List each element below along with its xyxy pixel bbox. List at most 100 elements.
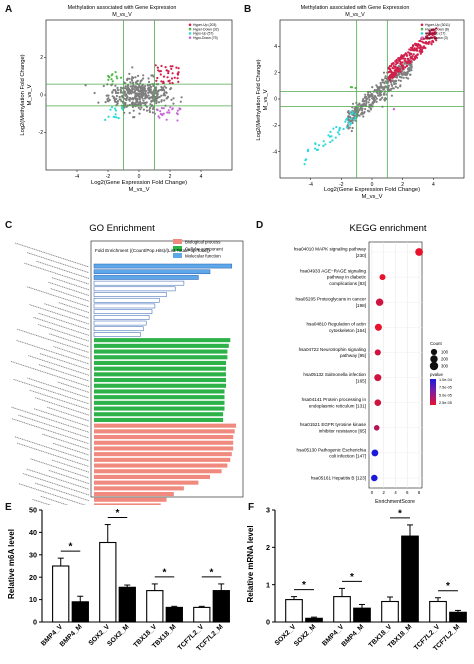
- kegg-pathway-label: endoplasmic reticulum [131]: [309, 404, 366, 409]
- scatter-point: [361, 109, 364, 112]
- scatter-point: [368, 103, 371, 106]
- go-bar: [94, 435, 234, 440]
- scatter-point: [396, 62, 399, 65]
- chart-b-points: [303, 27, 438, 166]
- scatter-point: [342, 127, 345, 131]
- scatter-point: [379, 92, 382, 95]
- chart-e-ylabel: Relative m6A level: [7, 529, 16, 599]
- go-bar: [94, 355, 228, 360]
- scatter-point: [418, 50, 421, 53]
- significance-star: *: [302, 580, 306, 591]
- kegg-pathway-label: cytoskeleton [164]: [329, 328, 366, 333]
- scatter-point: [146, 84, 149, 87]
- scatter-point: [148, 96, 151, 100]
- scatter-point: [419, 52, 422, 55]
- scatter-point: [422, 45, 426, 48]
- scatter-point: [172, 97, 175, 100]
- go-term-label: [51, 277, 90, 291]
- panel-label-c: C: [5, 220, 13, 231]
- scatter-point: [129, 81, 132, 84]
- scatter-point: [127, 98, 131, 101]
- y-tick-label: 0: [266, 618, 270, 627]
- go-term-label: [27, 377, 90, 399]
- scatter-point: [432, 31, 435, 34]
- legend-marker: [188, 32, 192, 35]
- scatter-point: [394, 65, 397, 68]
- scatter-point: [107, 78, 110, 81]
- scatter-point: [366, 109, 369, 112]
- scatter-point: [171, 72, 174, 75]
- scatter-point: [149, 85, 153, 89]
- scatter-point: [392, 72, 396, 75]
- count-legend-marker: [430, 355, 438, 363]
- scatter-point: [141, 97, 144, 100]
- chart-a-ticks: -4 -2 0 2 4 -2 0 2: [39, 55, 203, 180]
- scatter-point: [351, 111, 354, 114]
- scatter-point: [402, 76, 405, 79]
- kegg-enrichment-chart: KEGG enrichment hsa04010 MAPK signaling …: [294, 223, 452, 505]
- scatter-point: [120, 107, 124, 110]
- scatter-point: [354, 86, 357, 90]
- scatter-point: [157, 115, 160, 118]
- scatter-point: [397, 57, 400, 60]
- scatter-point: [165, 91, 168, 94]
- scatter-point: [394, 60, 397, 63]
- go-term-label: [30, 458, 90, 479]
- scatter-point: [143, 86, 146, 89]
- scatter-point: [111, 73, 114, 76]
- scatter-point: [148, 106, 152, 110]
- chart-c-title: GO Enrichment: [89, 223, 155, 234]
- go-term-label: [27, 286, 90, 308]
- scatter-point: [347, 115, 350, 118]
- scatter-point: [412, 53, 415, 56]
- scatter-point: [384, 80, 388, 83]
- chart-c-bars: [93, 263, 237, 505]
- go-term-label: [49, 333, 90, 348]
- chart-a-points: [84, 64, 183, 122]
- scatter-point: [120, 100, 123, 103]
- x-tick-label: -2: [106, 174, 111, 180]
- scatter-point: [402, 64, 405, 67]
- go-term-label: [52, 442, 90, 456]
- scatter-point: [176, 119, 179, 122]
- scatter-point: [400, 57, 403, 60]
- scatter-point: [116, 86, 119, 89]
- scatter-point: [145, 101, 148, 104]
- scatter-point: [170, 77, 174, 80]
- scatter-point: [110, 106, 114, 109]
- scatter-point: [111, 80, 114, 83]
- scatter-point: [421, 40, 424, 43]
- scatter-point: [329, 141, 332, 144]
- go-term-label: [38, 312, 90, 331]
- x-tick-label: -4: [75, 174, 80, 180]
- scatter-point: [167, 109, 170, 112]
- scatter-point: [161, 114, 164, 117]
- scatter-point: [169, 88, 172, 91]
- kegg-pathway-label: pathway in diabetic: [327, 275, 367, 280]
- scatter-point: [338, 126, 341, 129]
- scatter-point: [304, 159, 307, 162]
- scatter-point: [348, 126, 351, 129]
- go-bar: [94, 463, 228, 468]
- scatter-point: [125, 97, 128, 100]
- scatter-point: [419, 47, 422, 50]
- scatter-point: [392, 107, 396, 111]
- scatter-point: [392, 75, 395, 78]
- go-term-label: [51, 459, 90, 473]
- scatter-point: [136, 103, 139, 106]
- scatter-point: [361, 103, 364, 106]
- y-tick-label: -2: [39, 130, 44, 136]
- go-bar: [94, 423, 237, 428]
- go-bar: [94, 366, 226, 371]
- kegg-dot: [374, 349, 381, 356]
- x-tick-label: -4: [308, 182, 313, 188]
- scatter-point: [132, 81, 135, 84]
- go-term-label: [18, 483, 87, 505]
- x-tick-label: 4: [432, 182, 435, 188]
- scatter-point: [401, 69, 404, 72]
- scatter-point: [380, 86, 383, 89]
- scatter-point: [151, 91, 154, 94]
- scatter-point: [166, 76, 169, 79]
- scatter-point: [368, 98, 371, 101]
